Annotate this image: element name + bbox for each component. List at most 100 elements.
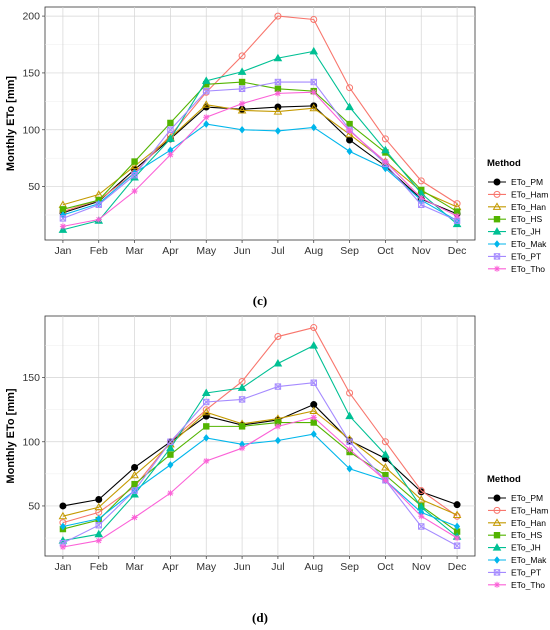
data-point xyxy=(346,446,353,453)
data-point xyxy=(382,158,389,165)
data-point xyxy=(203,434,210,442)
legend-label: ETo_PM xyxy=(511,177,543,187)
data-point xyxy=(274,127,281,135)
x-tick-label: Jul xyxy=(271,561,284,573)
data-point xyxy=(237,383,247,391)
y-axis-label-c: Monthly ETo [mm] xyxy=(5,76,17,171)
data-point xyxy=(131,172,138,179)
data-point xyxy=(346,464,353,473)
data-point xyxy=(203,120,210,128)
data-point xyxy=(203,458,210,465)
legend-label: ETo_Han xyxy=(511,518,546,528)
legend-key-marker xyxy=(494,265,500,272)
y-axis-label-d: Monthly ETo [mm] xyxy=(5,388,17,483)
legend-label: ETo_Mak xyxy=(511,239,547,249)
data-point xyxy=(454,213,461,220)
data-point xyxy=(346,120,353,128)
data-point xyxy=(452,510,462,518)
series-line xyxy=(62,81,458,222)
data-point xyxy=(345,102,354,111)
legend-item-ETo_Tho: ETo_Tho xyxy=(488,264,545,274)
legend-item-ETo_Han: ETo_Han xyxy=(488,202,546,212)
legend-item-ETo_JH: ETo_JH xyxy=(488,543,541,553)
y-tick-label: 150 xyxy=(22,372,40,384)
series-ETo_Tho xyxy=(59,89,461,230)
data-point xyxy=(274,90,281,97)
data-point xyxy=(310,379,317,386)
data-point xyxy=(94,502,104,511)
legend-item-ETo_JH: ETo_JH xyxy=(488,227,541,237)
data-point xyxy=(418,194,425,201)
data-point xyxy=(167,490,174,497)
data-point xyxy=(382,477,389,484)
data-point xyxy=(167,119,174,127)
legend-key-marker xyxy=(492,227,502,235)
data-point xyxy=(381,450,390,458)
data-point xyxy=(167,451,174,458)
x-tick-label: Jan xyxy=(54,561,71,573)
legend-item-ETo_PT: ETo_PT xyxy=(488,251,541,261)
data-point xyxy=(203,87,210,95)
data-point xyxy=(346,389,354,397)
legend-key-marker xyxy=(493,532,501,539)
x-tick-labels-d: Jan Feb Mar Apr May Jun Jul Aug Sep Oct Nov Dec xyxy=(54,556,466,573)
data-point xyxy=(381,135,389,143)
data-point xyxy=(239,125,246,134)
y-tick-labels-c: 50 100 150 200 xyxy=(22,11,45,193)
legend-key-marker xyxy=(493,190,501,198)
data-point xyxy=(167,461,174,469)
x-tick-label: Jun xyxy=(234,561,251,573)
data-point xyxy=(238,52,246,60)
x-tick-label: Aug xyxy=(304,561,323,573)
x-tick-label: Jul xyxy=(271,245,284,257)
data-point xyxy=(238,85,246,93)
data-point xyxy=(274,78,282,86)
y-tick-labels-d: 50 100 150 xyxy=(22,372,45,512)
y-tick-label: 200 xyxy=(22,11,40,23)
x-tick-label: May xyxy=(196,245,217,257)
data-point xyxy=(201,76,211,84)
data-point xyxy=(309,46,319,55)
data-point xyxy=(274,423,281,430)
data-point xyxy=(167,151,174,158)
y-tick-label: 150 xyxy=(22,67,40,79)
legend-key-marker xyxy=(494,581,500,588)
panel-label-d: (d) xyxy=(252,610,268,625)
data-point xyxy=(418,513,425,520)
legend-key-marker xyxy=(493,556,501,564)
plot-area-d xyxy=(44,315,476,557)
x-tick-label: Jan xyxy=(54,245,71,257)
data-point xyxy=(310,89,317,96)
data-point xyxy=(310,414,317,421)
data-point xyxy=(310,419,317,426)
series-line xyxy=(62,104,458,208)
data-point xyxy=(59,522,66,531)
data-point xyxy=(274,103,282,111)
data-point xyxy=(274,383,282,390)
y-tick-label: 50 xyxy=(28,181,40,193)
data-point xyxy=(201,407,211,416)
data-point xyxy=(416,495,426,503)
legend-label: ETo_Ham xyxy=(511,189,548,199)
legend-title: Method xyxy=(487,158,521,169)
data-point xyxy=(166,443,175,452)
data-point xyxy=(201,388,211,397)
data-point xyxy=(59,223,66,230)
series-ETo_Tho xyxy=(59,414,461,551)
legend-label: ETo_PM xyxy=(511,493,543,503)
x-tick-label: Aug xyxy=(304,245,323,257)
x-tick-label: Apr xyxy=(162,245,179,257)
series-line xyxy=(62,410,458,517)
legend-key-marker xyxy=(493,253,501,260)
data-point xyxy=(167,438,174,445)
data-point xyxy=(131,463,139,471)
data-point xyxy=(273,107,283,115)
data-point xyxy=(310,430,317,438)
data-point xyxy=(95,216,102,223)
data-point xyxy=(130,470,139,479)
data-point xyxy=(203,398,210,406)
data-point xyxy=(417,177,425,185)
legend-d: Method ETo_PM ETo_Ham ETo_Han ETo_HS ETo_JH ET… xyxy=(487,474,548,590)
data-point xyxy=(59,215,67,222)
legend-key-marker xyxy=(492,202,502,210)
